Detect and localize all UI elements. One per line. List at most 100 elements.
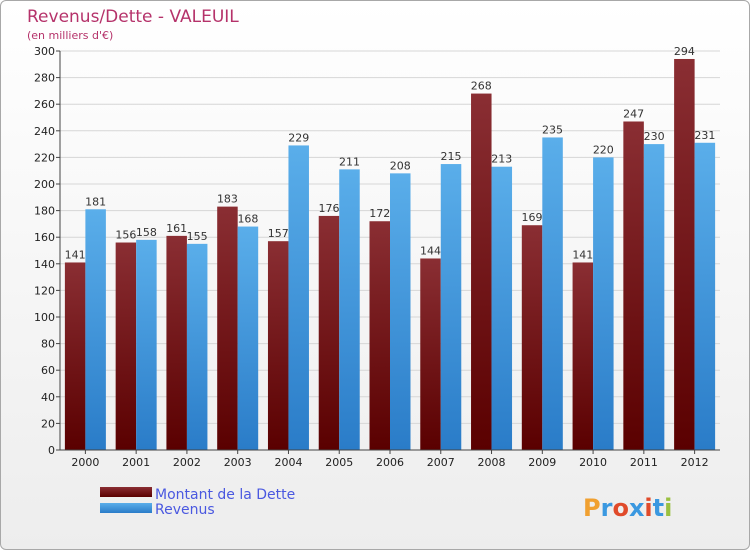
bar-debt-2006 [369, 221, 390, 450]
legend-swatch-revenue [100, 503, 152, 513]
bar-debt-2010 [572, 262, 594, 450]
bar-revenue-2004 [288, 145, 309, 450]
data-label-revenue-2002: 155 [187, 230, 208, 243]
bar-revenue-2006 [390, 173, 411, 451]
y-tick-label: 160 [34, 231, 55, 244]
x-tick-label: 2004 [274, 456, 302, 469]
legend-label-debt: Montant de la Dette [155, 487, 295, 503]
y-tick-label: 220 [34, 151, 55, 164]
bar-revenue-2011 [643, 144, 665, 450]
y-tick-label: 40 [41, 391, 55, 404]
logo-letter: x [629, 494, 645, 522]
bar-revenue-2008 [491, 166, 513, 450]
data-label-revenue-2006: 208 [390, 159, 411, 172]
x-tick-label: 2007 [427, 456, 455, 469]
x-tick-label: 2003 [224, 456, 252, 469]
y-tick-label: 80 [41, 338, 55, 351]
y-tick-label: 120 [34, 284, 55, 297]
data-label-revenue-2004: 229 [288, 131, 309, 144]
data-label-debt-2010: 141 [572, 248, 593, 261]
legend-item-debt: Montant de la Dette [100, 487, 295, 503]
logo-letter: i [644, 494, 652, 522]
chart-subtitle: (en milliers d'€) [27, 29, 113, 42]
bars [64, 58, 716, 451]
chart-title: Revenus/Dette - VALEUIL [27, 7, 239, 27]
x-tick-label: 2009 [528, 456, 556, 469]
bar-revenue-2010 [593, 157, 614, 450]
legend: Montant de la Dette Revenus [100, 487, 295, 518]
x-tick-label: 2001 [122, 456, 150, 469]
data-label-debt-2008: 268 [471, 80, 492, 93]
logo-letter: r [601, 494, 613, 522]
y-tick-label: 100 [34, 311, 55, 324]
legend-label-revenue: Revenus [155, 502, 215, 518]
data-label-debt-2001: 156 [115, 229, 136, 242]
data-label-revenue-2005: 211 [339, 155, 360, 168]
x-tick-label: 2006 [376, 456, 404, 469]
proxiti-logo: Proxiti [583, 494, 672, 522]
bar-debt-2000 [64, 262, 86, 450]
logo-letter: P [583, 494, 601, 522]
bar-revenue-2009 [542, 137, 563, 450]
y-tick-label: 140 [34, 258, 55, 271]
data-label-debt-2011: 247 [623, 107, 644, 120]
bar-debt-2007 [420, 258, 441, 450]
data-label-debt-2012: 294 [674, 45, 695, 58]
y-tick-label: 60 [41, 364, 55, 377]
y-tick-label: 180 [34, 205, 55, 218]
logo-letter: i [664, 494, 672, 522]
x-tick-label: 2005 [325, 456, 353, 469]
y-tick-label: 20 [41, 417, 55, 430]
data-label-debt-2004: 157 [268, 227, 289, 240]
data-label-revenue-2010: 220 [593, 143, 614, 156]
bar-revenue-2000 [85, 209, 106, 450]
x-tick-label: 2012 [681, 456, 709, 469]
y-tick-label: 200 [34, 178, 55, 191]
data-label-revenue-2007: 215 [441, 150, 462, 163]
data-label-debt-2007: 144 [420, 244, 441, 257]
bar-debt-2012 [674, 58, 695, 450]
bar-debt-2008 [471, 93, 492, 450]
bar-debt-2011 [623, 121, 644, 451]
data-label-revenue-2000: 181 [85, 195, 106, 208]
data-label-revenue-2001: 158 [136, 226, 157, 239]
data-label-debt-2002: 161 [166, 222, 187, 235]
logo-letter: o [612, 494, 629, 522]
bar-revenue-2001 [136, 239, 157, 450]
data-label-debt-2003: 183 [217, 193, 238, 206]
bar-debt-2004 [267, 241, 289, 450]
bar-debt-2005 [318, 215, 340, 450]
y-tick-label: 240 [34, 125, 55, 138]
y-tick-label: 0 [48, 444, 55, 457]
legend-swatch-debt [100, 487, 152, 497]
data-label-debt-2009: 169 [522, 211, 543, 224]
data-label-revenue-2003: 168 [237, 213, 258, 226]
y-tick-label: 260 [34, 98, 55, 111]
data-label-revenue-2012: 231 [694, 129, 715, 142]
y-tick-label: 300 [34, 45, 55, 58]
data-label-revenue-2009: 235 [542, 123, 563, 136]
bar-revenue-2003 [237, 226, 259, 450]
x-tick-label: 2008 [478, 456, 506, 469]
bar-debt-2002 [166, 235, 187, 450]
data-label-revenue-2011: 230 [644, 130, 665, 143]
bar-revenue-2002 [186, 243, 208, 450]
data-label-debt-2005: 176 [318, 202, 339, 215]
y-tick-label: 280 [34, 72, 55, 85]
bar-revenue-2007 [440, 164, 462, 451]
data-label-revenue-2008: 213 [491, 153, 512, 166]
bar-revenue-2012 [694, 142, 716, 450]
bar-debt-2003 [217, 206, 238, 450]
data-label-debt-2006: 172 [369, 207, 390, 220]
legend-item-revenue: Revenus [100, 502, 215, 518]
axes: 0 20 40 60 80 100 120 140 160 180 200 220 240 260 280 3… [34, 45, 720, 469]
x-tick-label: 2010 [579, 456, 607, 469]
x-tick-label: 2011 [630, 456, 658, 469]
bar-debt-2001 [115, 242, 137, 450]
data-label-debt-2000: 141 [65, 248, 86, 261]
logo-letter: t [653, 494, 664, 522]
bar-revenue-2005 [339, 169, 360, 450]
x-tick-label: 2000 [71, 456, 99, 469]
